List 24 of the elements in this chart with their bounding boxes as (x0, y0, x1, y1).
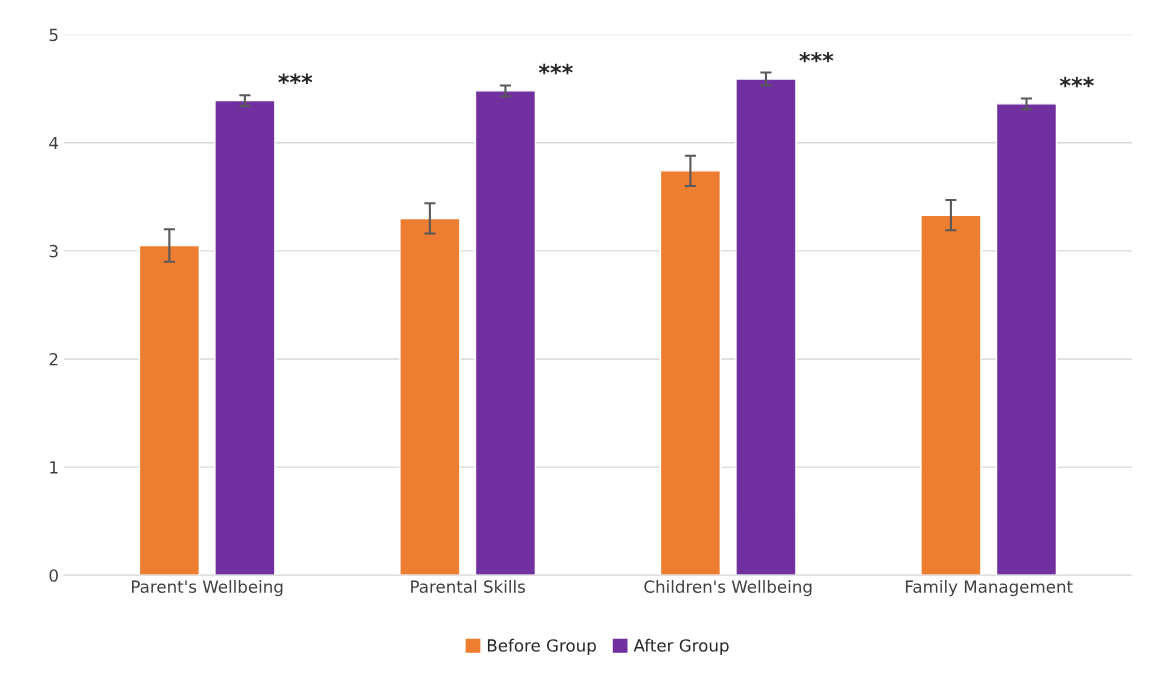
bar (920, 214, 982, 576)
x-tick-label: Children's Wellbeing (644, 580, 812, 597)
y-tick-label: 2 (49, 352, 58, 366)
legend-label: After Group (633, 638, 729, 655)
x-tick-label: Parent's Wellbeing (132, 580, 283, 597)
bar (214, 99, 276, 576)
annotation: *** (538, 63, 573, 75)
bar (399, 217, 461, 576)
y-tick-label: 4 (49, 136, 59, 150)
bar (995, 103, 1058, 576)
bar (138, 244, 201, 576)
y-tick-label: 3 (49, 244, 58, 258)
legend-label: Before Group (487, 638, 596, 655)
x-tick-label: Parental Skills (411, 580, 525, 593)
x-tick-label: Family Management (905, 580, 1073, 597)
annotation: *** (799, 51, 834, 63)
y-tick-label: 0 (49, 569, 58, 582)
annotation: *** (278, 73, 313, 84)
y-tick-label: 1 (50, 461, 58, 474)
bar (735, 78, 797, 576)
annotation: *** (1059, 76, 1094, 88)
bar (659, 170, 722, 576)
y-tick-label: 5 (49, 28, 58, 42)
bar (474, 90, 537, 576)
